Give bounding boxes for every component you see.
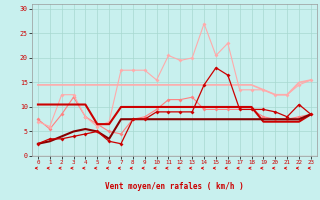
X-axis label: Vent moyen/en rafales ( km/h ): Vent moyen/en rafales ( km/h ) <box>105 182 244 191</box>
